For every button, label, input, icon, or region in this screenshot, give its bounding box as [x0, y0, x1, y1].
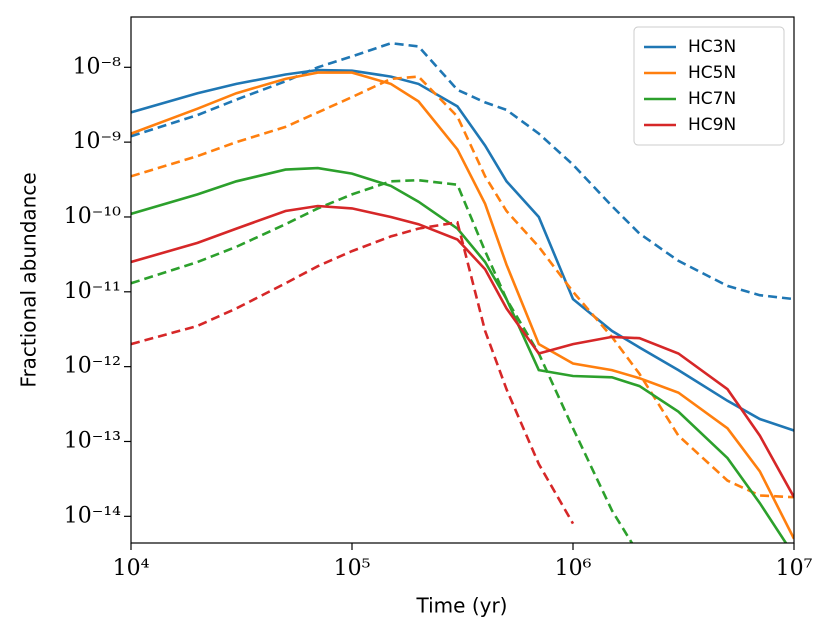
y-tick-label: 10⁻¹⁴ — [64, 503, 121, 528]
dashed-line — [131, 220, 575, 525]
legend-label: HC7N — [688, 89, 736, 109]
plot-frame — [130, 16, 795, 544]
legend-label: HC5N — [688, 63, 736, 83]
x-tick-label: 10⁵ — [334, 556, 371, 581]
x-tick-label: 10⁶ — [555, 556, 592, 581]
dashed-line — [131, 178, 634, 543]
legend-label: HC3N — [688, 37, 736, 57]
y-tick-label: 10⁻¹³ — [64, 428, 121, 453]
y-tick-label: 10⁻¹⁰ — [64, 204, 121, 229]
x-tick-label: 10⁴ — [113, 556, 150, 581]
plot-area — [131, 41, 794, 543]
y-tick-label: 10⁻¹² — [64, 354, 121, 379]
x-tick-label: 10⁷ — [776, 556, 813, 581]
dashed-line — [131, 41, 794, 301]
line — [131, 204, 794, 498]
dashed-line — [131, 75, 794, 499]
x-axis-label: Time (yr) — [416, 594, 508, 618]
y-tick-label: 10⁻⁸ — [73, 54, 122, 79]
y-tick-label: 10⁻⁹ — [73, 129, 122, 154]
legend-label: HC9N — [688, 115, 736, 135]
y-tick-label: 10⁻¹¹ — [64, 279, 121, 304]
legend-box — [633, 26, 785, 146]
line — [131, 71, 794, 540]
line — [131, 68, 794, 432]
line — [131, 166, 788, 543]
y-axis-label: Fractional abundance — [17, 172, 41, 387]
